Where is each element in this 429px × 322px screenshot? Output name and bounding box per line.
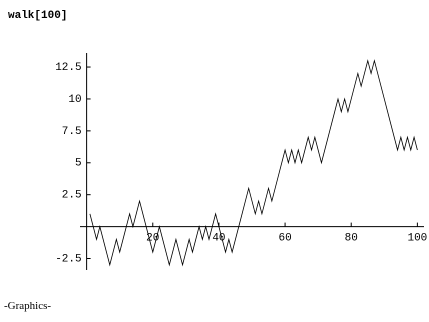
x-tick-label: 20 [146, 233, 159, 245]
y-tick-label: 12.5 [55, 62, 81, 74]
y-tick-label: 5 [75, 158, 82, 170]
y-tick-label: 2.5 [62, 190, 82, 202]
input-cell[interactable]: walk[100] [8, 10, 68, 22]
y-tick-label: -2.5 [55, 253, 81, 265]
y-tick-label: 10 [68, 94, 81, 106]
x-tick-label: 40 [212, 233, 225, 245]
walk-line [89, 59, 418, 267]
x-tick-label: 60 [278, 233, 291, 245]
output-cell: -Graphics- [4, 300, 52, 312]
x-tick-label: 80 [345, 233, 358, 245]
y-tick-label: 7.5 [62, 126, 82, 138]
x-tick-label: 100 [407, 233, 427, 245]
